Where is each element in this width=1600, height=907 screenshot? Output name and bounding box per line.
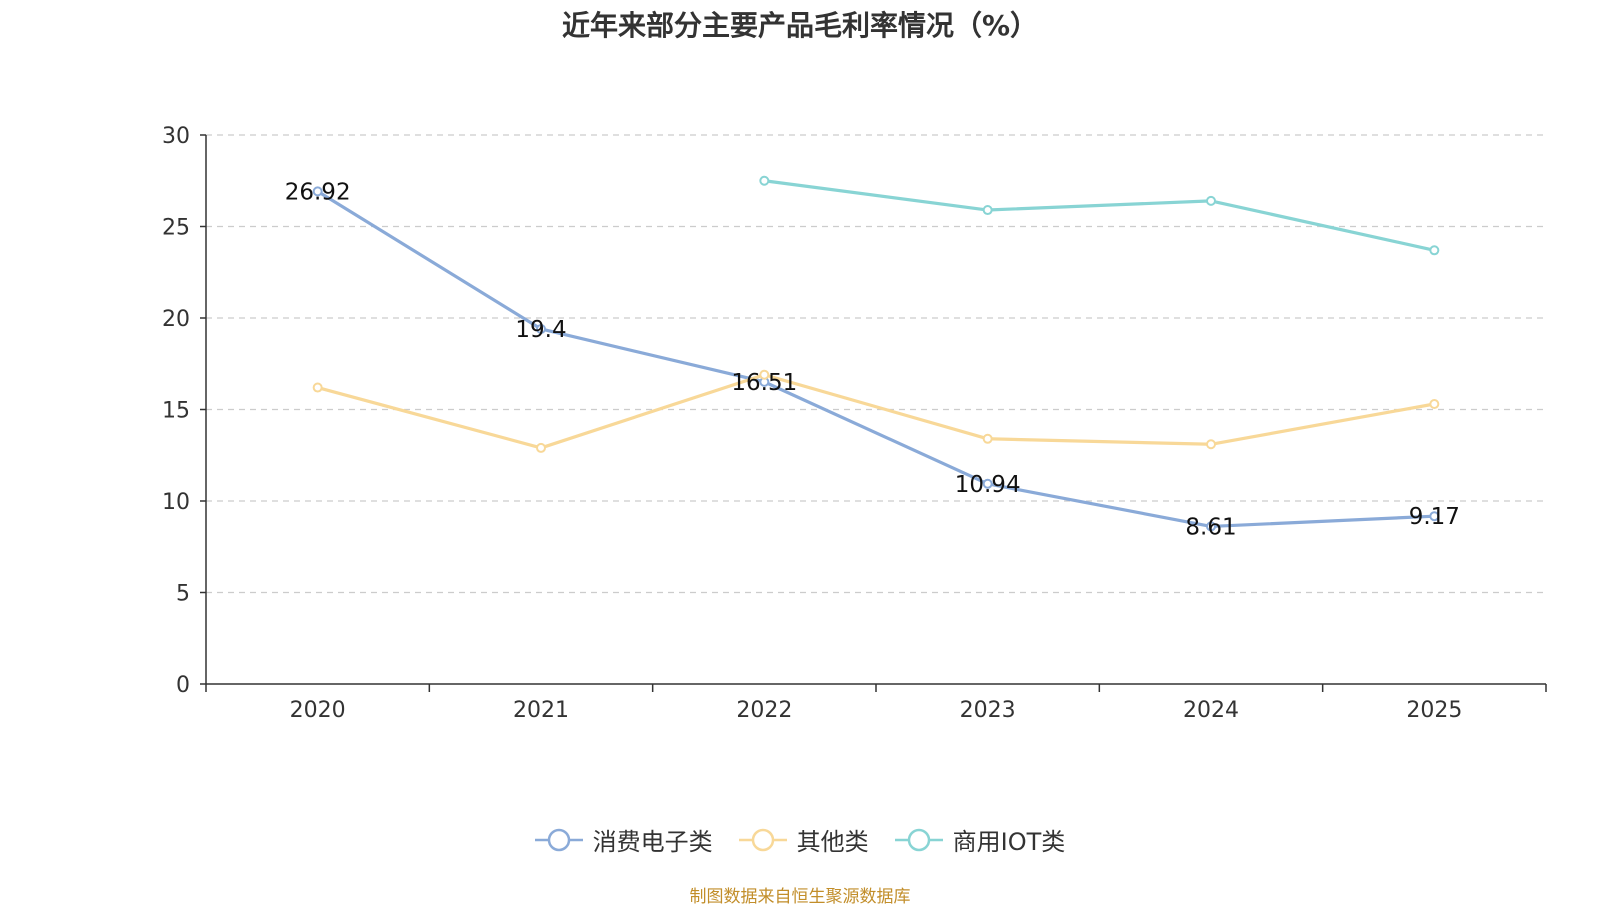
legend-swatch-icon [894, 828, 943, 851]
legend-label: 商用IOT类 [952, 828, 1066, 856]
y-tick-label: 30 [162, 124, 190, 149]
data-point [982, 205, 993, 216]
grid-lines [206, 134, 1546, 594]
data-label: 26.92 [285, 179, 351, 205]
series-line [764, 179, 1435, 252]
data-point [312, 382, 323, 393]
y-tick-label: 0 [176, 673, 190, 698]
data-point [759, 175, 770, 186]
data-point [982, 433, 993, 444]
legend-label: 消费电子类 [592, 828, 713, 856]
data-label: 19.4 [515, 317, 566, 343]
legend: 消费电子类 其他类 商用IOT类 [0, 822, 1600, 857]
legend-swatch-icon [738, 828, 787, 851]
y-tick-label: 15 [162, 399, 190, 424]
data-point [312, 186, 323, 197]
data-label: 10.94 [955, 472, 1021, 498]
y-tick-label: 5 [176, 582, 190, 607]
legend-item[interactable]: 商用IOT类 [894, 822, 1066, 857]
chart-title: 近年来部分主要产品毛利率情况（%） [561, 9, 1039, 42]
x-tick-label: 2022 [736, 698, 792, 723]
data-label: 9.17 [1409, 504, 1460, 530]
x-tick-label: 2020 [290, 698, 346, 723]
data-point [1429, 399, 1440, 410]
series-line [316, 190, 1435, 529]
data-label: 8.61 [1185, 514, 1236, 540]
y-tick-label: 20 [162, 307, 190, 332]
x-tick-label: 2021 [513, 698, 569, 723]
series-line [317, 373, 1435, 450]
legend-item[interactable]: 消费电子类 [534, 822, 713, 857]
data-point [536, 442, 546, 453]
legend-swatch-icon [534, 828, 583, 851]
x-tick-label: 2024 [1183, 698, 1239, 723]
legend-item[interactable]: 其他类 [738, 822, 869, 857]
data-labels: 26.92 19.4 16.51 10.94 8.61 9.17 [285, 179, 1460, 540]
data-point [1429, 511, 1440, 522]
y-tick-label: 25 [162, 216, 190, 241]
data-point [536, 323, 546, 334]
data-point [1206, 439, 1216, 450]
legend-label: 其他类 [796, 828, 869, 856]
x-tick-label: 2023 [960, 698, 1016, 723]
data-point [1429, 245, 1440, 256]
source-note: 制图数据来自恒生聚源数据库 [689, 887, 911, 907]
data-point [1206, 521, 1216, 532]
y-tick-label: 10 [162, 490, 190, 515]
data-point [982, 478, 993, 489]
data-point [759, 369, 770, 380]
data-point [1206, 195, 1216, 206]
series-lines [312, 175, 1440, 532]
data-label: 16.51 [731, 370, 797, 396]
x-tick-label: 2025 [1406, 698, 1462, 723]
